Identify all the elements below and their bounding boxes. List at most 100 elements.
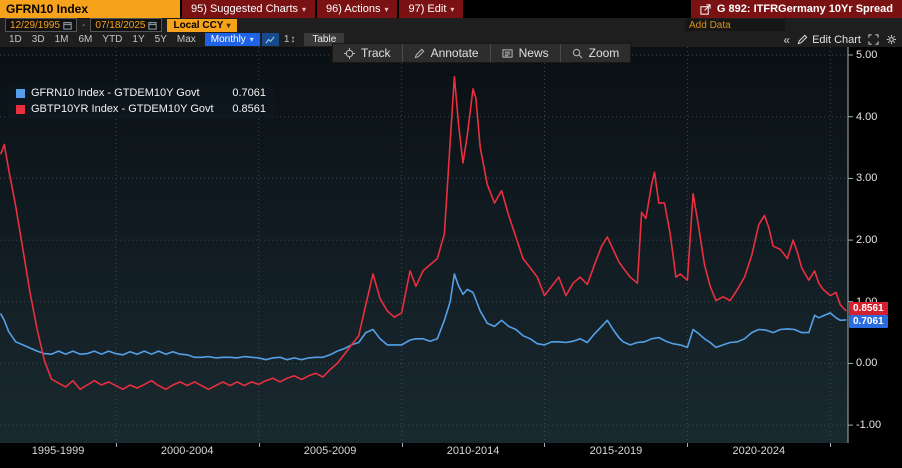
caret-down-icon: ▾ — [249, 35, 254, 44]
y-axis-label: -1.00 — [856, 419, 882, 432]
legend-item[interactable]: GFRN10 Index - GTDEM10Y Govt 0.7061 — [16, 87, 266, 99]
security-ticker-label: GFRN10 Index — [6, 2, 89, 16]
period-1d-button[interactable]: 1D — [9, 34, 22, 45]
y-axis-label: 4.00 — [856, 110, 878, 123]
date-to-value: 07/18/2025 — [95, 19, 146, 31]
track-button[interactable]: Track — [333, 44, 402, 62]
menu-edit[interactable]: 97) Edit ▾ — [399, 0, 464, 18]
chart-settings-cluster: « Edit Chart — [783, 33, 897, 47]
legend-swatch-icon — [16, 88, 25, 98]
date-from-value: 12/29/1995 — [10, 19, 61, 31]
legend-series-label: GFRN10 Index - GTDEM10Y Govt — [31, 87, 200, 99]
x-axis-label: 2000-2004 — [160, 445, 214, 457]
security-ticker-field[interactable]: GFRN10 Index — [0, 0, 180, 18]
period-1y-button[interactable]: 1Y — [132, 34, 145, 45]
menu-actions[interactable]: 96) Actions ▾ — [317, 0, 398, 18]
axis-count-label: 1 — [283, 34, 290, 45]
period-6m-button[interactable]: 6M — [78, 34, 93, 45]
chart-id-area: G 892: ITFRGermany 10Yr Spread — [690, 0, 902, 18]
x-axis-label: 1995-1999 — [31, 445, 85, 457]
caret-down-icon: ▾ — [450, 4, 455, 14]
expand-icon[interactable] — [868, 34, 879, 45]
track-button-label: Track — [361, 46, 391, 60]
last-value-badge: 0.8561 — [849, 302, 888, 316]
zoom-button[interactable]: Zoom — [559, 44, 631, 62]
x-axis-label: 2020-2024 — [732, 445, 786, 457]
annotate-button[interactable]: Annotate — [401, 44, 490, 62]
line-chart-type-button[interactable] — [261, 33, 279, 46]
calendar-icon — [148, 21, 157, 30]
period-5y-button[interactable]: 5Y — [154, 34, 167, 45]
chart-id-label: G 892: ITFRGermany 10Yr Spread — [716, 3, 893, 15]
news-button-label: News — [518, 46, 549, 60]
x-axis-tick — [544, 443, 546, 447]
add-data-placeholder: Add Data — [689, 19, 731, 31]
y-axis-label: 0.00 — [856, 357, 878, 370]
export-icon[interactable] — [700, 4, 711, 15]
date-range-separator: - — [82, 19, 86, 31]
newspaper-icon — [502, 48, 513, 59]
x-axis-label: 2015-2019 — [589, 445, 643, 457]
y-axis-label: 3.00 — [856, 172, 878, 185]
menu-edit-label: 97) Edit — [408, 3, 447, 15]
chart-tools-toolbar: Track Annotate News Zoom — [332, 43, 632, 63]
pencil-icon — [414, 48, 425, 59]
x-axis-label: 2005-2009 — [303, 445, 357, 457]
gear-icon[interactable] — [886, 34, 897, 45]
chart-area: Track Annotate News Zoom — [0, 43, 902, 444]
frequency-selector[interactable]: Monthly ▾ — [204, 33, 260, 46]
magnifier-icon — [572, 48, 583, 59]
x-axis-tick — [115, 443, 117, 447]
last-value-badge: 0.7061 — [849, 315, 888, 329]
x-axis-tick — [830, 443, 832, 447]
y-axis-label: 5.00 — [856, 49, 878, 62]
period-3d-button[interactable]: 3D — [31, 34, 45, 45]
menu-suggested-charts[interactable]: 95) Suggested Charts ▾ — [182, 0, 316, 18]
menu-actions-label: 96) Actions — [326, 3, 381, 15]
range-toolbar: 12/29/1995 - 07/18/2025 Local CCY ▾ Add … — [0, 18, 902, 32]
title-bar: GFRN10 Index 95) Suggested Charts ▾ 96) … — [0, 0, 902, 18]
x-axis-tick — [258, 443, 260, 447]
date-to-field[interactable]: 07/18/2025 — [90, 18, 163, 32]
period-1m-button[interactable]: 1M — [54, 34, 69, 45]
x-axis-tick — [687, 443, 689, 447]
currency-selector[interactable]: Local CCY ▾ — [167, 18, 237, 32]
frequency-label: Monthly — [210, 34, 246, 45]
annotate-button-label: Annotate — [430, 46, 479, 60]
y-axis-panel: 5.004.003.002.001.000.00-1.000.85610.706… — [848, 47, 902, 443]
legend-series-value: 0.8561 — [232, 103, 266, 115]
table-button[interactable]: Table — [304, 33, 345, 46]
legend-series-value: 0.7061 — [232, 87, 266, 99]
axis-count-toggle[interactable]: 1 ↕ — [281, 34, 299, 45]
crosshair-icon — [344, 47, 355, 59]
bottom-band — [0, 459, 902, 468]
currency-label: Local CCY — [173, 19, 224, 31]
y-axis-label: 2.00 — [856, 234, 878, 247]
chart-legend: GFRN10 Index - GTDEM10Y Govt 0.7061 GBTP10… — [8, 83, 274, 119]
collapse-panel-icon[interactable]: « — [783, 32, 791, 47]
legend-item[interactable]: GBTP10YR Index - GTDEM10Y Govt 0.8561 — [16, 103, 266, 115]
x-axis-panel: 1995-1999 2000-2004 2005-2009 2010-2014 2015… — [0, 443, 848, 459]
legend-swatch-icon — [16, 104, 25, 114]
news-button[interactable]: News — [489, 44, 560, 62]
table-button-label: Table — [312, 34, 337, 45]
menu-suggested-charts-label: 95) Suggested Charts — [191, 3, 299, 15]
pencil-icon — [797, 34, 808, 45]
edit-chart-button[interactable]: Edit Chart — [797, 34, 861, 46]
zoom-button-label: Zoom — [588, 46, 620, 60]
updown-arrow-icon: ↕ — [290, 34, 296, 45]
period-ytd-button[interactable]: YTD — [102, 34, 123, 45]
legend-series-label: GBTP10YR Index - GTDEM10Y Govt — [31, 103, 214, 115]
x-axis-label: 2010-2014 — [446, 445, 500, 457]
x-axis-tick — [401, 443, 403, 447]
caret-down-icon: ▾ — [302, 4, 307, 14]
date-from-field[interactable]: 12/29/1995 — [5, 18, 78, 32]
line-chart-icon — [265, 35, 276, 45]
calendar-icon — [63, 21, 72, 30]
edit-chart-label: Edit Chart — [812, 33, 861, 46]
add-data-input[interactable]: Add Data — [685, 19, 785, 31]
caret-down-icon: ▾ — [226, 20, 231, 30]
period-max-button[interactable]: Max — [176, 34, 196, 45]
caret-down-icon: ▾ — [384, 4, 389, 14]
